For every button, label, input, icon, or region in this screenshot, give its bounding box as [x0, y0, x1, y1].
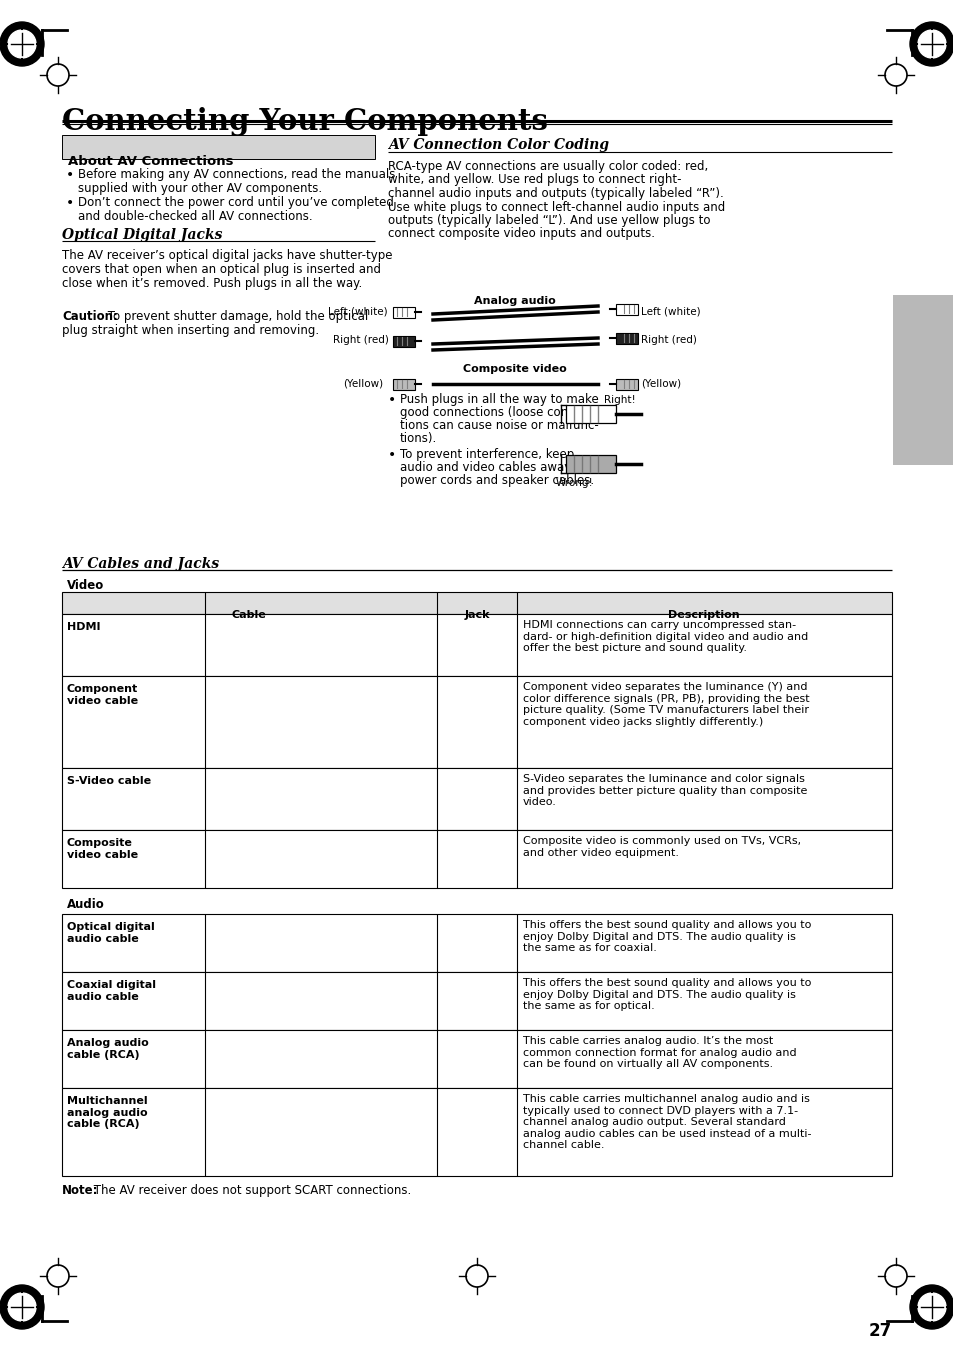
Text: Analog audio
cable (RCA): Analog audio cable (RCA)	[67, 1038, 149, 1059]
Text: and double-checked all AV connections.: and double-checked all AV connections.	[78, 209, 313, 223]
Bar	[892, 295, 953, 465]
Circle shape	[0, 22, 44, 66]
Bar	[565, 405, 616, 423]
Bar	[62, 915, 891, 971]
Bar	[62, 971, 891, 1029]
Text: Composite video: Composite video	[462, 363, 566, 374]
Text: This offers the best sound quality and allows you to
enjoy Dolby Digital and DTS: This offers the best sound quality and a…	[522, 978, 810, 1011]
Bar	[616, 304, 638, 315]
Text: AV Cables and Jacks: AV Cables and Jacks	[62, 557, 219, 571]
Bar	[62, 676, 891, 767]
Text: connect composite video inputs and outputs.: connect composite video inputs and outpu…	[388, 227, 655, 240]
Text: Don’t connect the power cord until you’ve completed: Don’t connect the power cord until you’v…	[78, 196, 394, 209]
Text: Composite
video cable: Composite video cable	[67, 838, 138, 859]
Text: About AV Connections: About AV Connections	[68, 155, 233, 168]
Text: Analog audio: Analog audio	[474, 296, 556, 305]
Text: channel audio inputs and outputs (typically labeled “R”).: channel audio inputs and outputs (typica…	[388, 186, 723, 200]
Text: This cable carries analog audio. It’s the most
common connection format for anal: This cable carries analog audio. It’s th…	[522, 1036, 796, 1069]
Text: (Yellow): (Yellow)	[343, 378, 383, 388]
Bar	[616, 380, 638, 390]
Text: 27: 27	[868, 1323, 891, 1340]
Text: good connections (loose connec-: good connections (loose connec-	[399, 407, 593, 419]
Text: Video: Video	[67, 580, 104, 592]
Text: close when it’s removed. Push plugs in all the way.: close when it’s removed. Push plugs in a…	[62, 277, 362, 290]
Text: RCA-type AV connections are usually color coded: red,: RCA-type AV connections are usually colo…	[388, 159, 707, 173]
Text: The AV receiver does not support SCART connections.: The AV receiver does not support SCART c…	[90, 1183, 411, 1197]
Circle shape	[917, 1293, 945, 1321]
Text: •: •	[66, 168, 74, 182]
Text: Connecting Your Components: Connecting Your Components	[62, 107, 547, 136]
Text: HDMI: HDMI	[67, 621, 100, 632]
Text: Push plugs in all the way to make: Push plugs in all the way to make	[399, 393, 598, 407]
Text: Right (red): Right (red)	[640, 335, 696, 345]
Text: audio and video cables away from: audio and video cables away from	[399, 461, 602, 474]
Text: Component
video cable: Component video cable	[67, 684, 138, 705]
Text: Use white plugs to connect left-channel audio inputs and: Use white plugs to connect left-channel …	[388, 200, 724, 213]
Text: AV Connection Color Coding: AV Connection Color Coding	[388, 138, 608, 153]
Text: S-Video separates the luminance and color signals
and provides better picture qu: S-Video separates the luminance and colo…	[522, 774, 806, 807]
Text: supplied with your other AV components.: supplied with your other AV components.	[78, 182, 322, 195]
Text: white, and yellow. Use red plugs to connect right-: white, and yellow. Use red plugs to conn…	[388, 173, 680, 186]
Bar	[393, 336, 415, 347]
Bar	[62, 135, 375, 159]
Bar	[393, 307, 415, 317]
Text: Description: Description	[667, 611, 739, 620]
Text: Audio: Audio	[67, 898, 105, 911]
Text: Note:: Note:	[62, 1183, 98, 1197]
Bar	[62, 592, 891, 613]
Text: Left (white): Left (white)	[640, 307, 700, 317]
Text: Before making any AV connections, read the manuals: Before making any AV connections, read t…	[78, 168, 395, 181]
Text: Wrong!: Wrong!	[556, 478, 593, 488]
Text: To prevent shutter damage, hold the optical: To prevent shutter damage, hold the opti…	[104, 309, 368, 323]
Text: Component video separates the luminance (Y) and
color difference signals (PR, PB: Component video separates the luminance …	[522, 682, 809, 727]
Text: Right!: Right!	[603, 394, 635, 405]
Bar	[62, 767, 891, 830]
Circle shape	[0, 1285, 44, 1329]
Text: Jack: Jack	[464, 611, 489, 620]
Bar	[62, 613, 891, 676]
Bar	[62, 830, 891, 888]
Text: Left (white): Left (white)	[328, 307, 387, 317]
Circle shape	[8, 1293, 36, 1321]
Text: Optical digital
audio cable: Optical digital audio cable	[67, 921, 154, 943]
Bar	[62, 1088, 891, 1175]
Text: This cable carries multichannel analog audio and is
typically used to connect DV: This cable carries multichannel analog a…	[522, 1094, 811, 1151]
Bar	[616, 332, 638, 345]
Bar	[565, 455, 616, 473]
Text: (Yellow): (Yellow)	[640, 378, 680, 388]
Text: Composite video is commonly used on TVs, VCRs,
and other video equipment.: Composite video is commonly used on TVs,…	[522, 836, 801, 858]
Text: power cords and speaker cables.: power cords and speaker cables.	[399, 474, 594, 486]
Text: •: •	[388, 393, 395, 407]
Text: •: •	[388, 449, 395, 462]
Circle shape	[909, 1285, 953, 1329]
Circle shape	[917, 30, 945, 58]
Text: HDMI connections can carry uncompressed stan-
dard- or high-definition digital v: HDMI connections can carry uncompressed …	[522, 620, 807, 653]
Text: Optical Digital Jacks: Optical Digital Jacks	[62, 228, 222, 242]
Text: plug straight when inserting and removing.: plug straight when inserting and removin…	[62, 324, 319, 336]
Text: tions).: tions).	[399, 432, 436, 444]
Text: outputs (typically labeled “L”). And use yellow plugs to: outputs (typically labeled “L”). And use…	[388, 213, 710, 227]
Text: Cable: Cable	[232, 611, 266, 620]
Text: tions can cause noise or malfunc-: tions can cause noise or malfunc-	[399, 419, 598, 432]
Text: Coaxial digital
audio cable: Coaxial digital audio cable	[67, 979, 156, 1001]
Text: The AV receiver’s optical digital jacks have shutter-type: The AV receiver’s optical digital jacks …	[62, 249, 392, 262]
Text: Right (red): Right (red)	[333, 335, 389, 345]
Text: S-Video cable: S-Video cable	[67, 775, 151, 786]
Circle shape	[8, 30, 36, 58]
Bar	[393, 380, 415, 390]
Text: •: •	[66, 196, 74, 209]
Text: This offers the best sound quality and allows you to
enjoy Dolby Digital and DTS: This offers the best sound quality and a…	[522, 920, 810, 954]
Bar	[62, 1029, 891, 1088]
Text: To prevent interference, keep: To prevent interference, keep	[399, 449, 574, 461]
Text: covers that open when an optical plug is inserted and: covers that open when an optical plug is…	[62, 263, 380, 276]
Text: Multichannel
analog audio
cable (RCA): Multichannel analog audio cable (RCA)	[67, 1096, 148, 1129]
Circle shape	[909, 22, 953, 66]
Text: Caution:: Caution:	[62, 309, 118, 323]
